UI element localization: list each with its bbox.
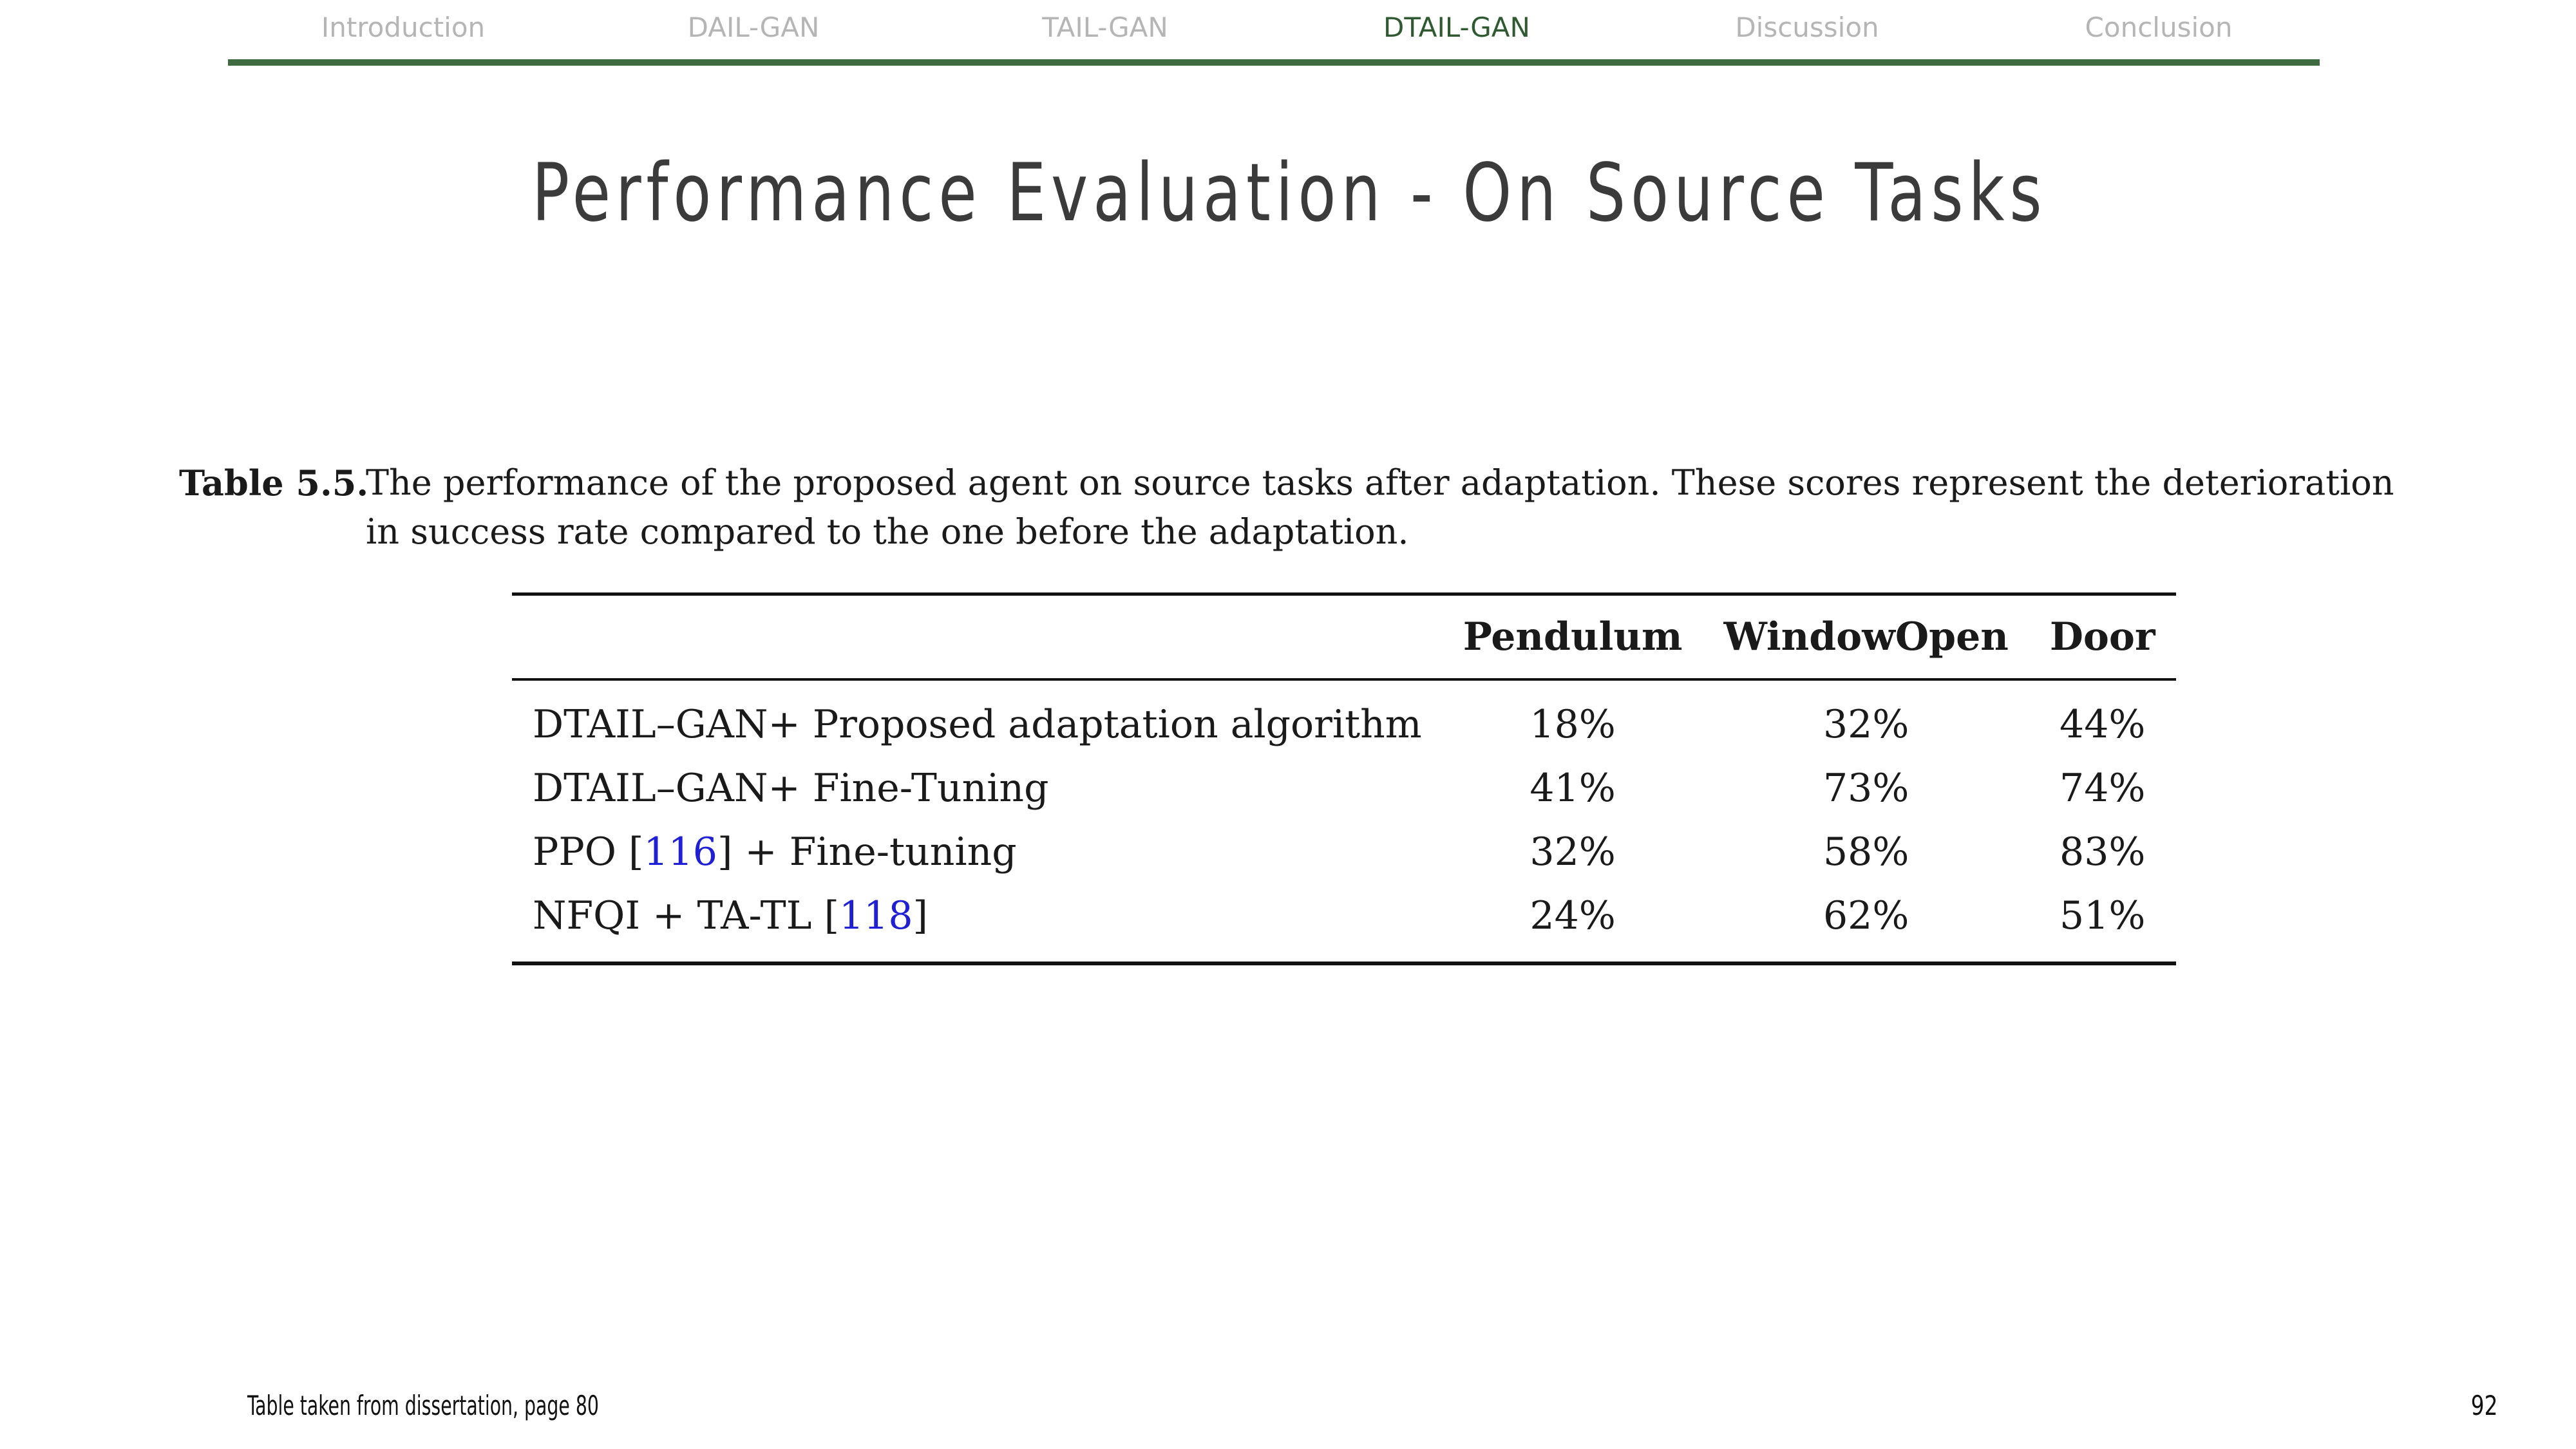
citation-link[interactable]: 118 xyxy=(839,893,913,938)
row-label-suffix: ] xyxy=(913,893,928,938)
cell-windowopen: 32% xyxy=(1823,701,1909,747)
header-windowopen: WindowOpen xyxy=(1723,614,2009,659)
cell-pendulum: 41% xyxy=(1530,765,1616,811)
table-row: DTAIL–GAN+ Proposed adaptation algorithm… xyxy=(512,679,2176,756)
cell-pendulum: 18% xyxy=(1530,701,1616,747)
nav-item-introduction[interactable]: Introduction xyxy=(321,12,486,43)
cell-pendulum: 24% xyxy=(1530,893,1616,938)
table-row: PPO [116] + Fine-tuning 32% 58% 83% xyxy=(512,820,2176,884)
row-label: NFQI + TA-TL [118] xyxy=(512,884,1443,963)
caption-text: The performance of the proposed agent on… xyxy=(366,462,2394,552)
cell-windowopen: 58% xyxy=(1823,829,1909,875)
header-pendulum: Pendulum xyxy=(1463,614,1683,659)
table-header-row: Pendulum WindowOpen Door xyxy=(512,594,2176,680)
row-label: PPO [116] + Fine-tuning xyxy=(512,820,1443,884)
cell-windowopen: 73% xyxy=(1823,765,1909,811)
nav-item-dtail-gan[interactable]: DTAIL-GAN xyxy=(1383,12,1530,43)
citation-link[interactable]: 116 xyxy=(643,829,717,875)
row-label-text: DTAIL–GAN+ Proposed adaptation algorithm xyxy=(533,701,1422,747)
header-door: Door xyxy=(2049,614,2155,659)
cell-door: 51% xyxy=(2060,893,2146,938)
table-row: NFQI + TA-TL [118] 24% 62% 51% xyxy=(512,884,2176,963)
cell-pendulum: 32% xyxy=(1530,829,1616,875)
results-table: Pendulum WindowOpen Door DTAIL–GAN+ Prop… xyxy=(512,592,2176,965)
page-number: 92 xyxy=(2470,1390,2497,1421)
row-label-prefix: PPO [ xyxy=(533,829,644,875)
slide-title: Performance Evaluation - On Source Tasks xyxy=(531,147,2047,240)
row-label: DTAIL–GAN+ Proposed adaptation algorithm xyxy=(512,679,1443,756)
row-label-text: DTAIL–GAN+ Fine-Tuning xyxy=(533,765,1049,811)
section-navigation: Introduction DAIL-GAN TAIL-GAN DTAIL-GAN… xyxy=(228,0,2320,66)
nav-item-conclusion[interactable]: Conclusion xyxy=(2085,12,2233,43)
row-label-prefix: NFQI + TA-TL [ xyxy=(533,893,839,938)
nav-item-discussion[interactable]: Discussion xyxy=(1735,12,1879,43)
cell-door: 44% xyxy=(2060,701,2146,747)
nav-item-tail-gan[interactable]: TAIL-GAN xyxy=(1042,12,1168,43)
row-label: DTAIL–GAN+ Fine-Tuning xyxy=(512,756,1443,820)
table-row: DTAIL–GAN+ Fine-Tuning 41% 73% 74% xyxy=(512,756,2176,820)
row-label-suffix: ] + Fine-tuning xyxy=(717,829,1017,875)
header-empty xyxy=(512,594,1443,680)
nav-item-dail-gan[interactable]: DAIL-GAN xyxy=(687,12,820,43)
cell-door: 74% xyxy=(2060,765,2146,811)
cell-door: 83% xyxy=(2060,829,2146,875)
source-note: Table taken from dissertation, page 80 xyxy=(247,1390,599,1421)
cell-windowopen: 62% xyxy=(1823,893,1909,938)
caption-label: Table 5.5. xyxy=(179,462,369,504)
table-caption: Table 5.5. The performance of the propos… xyxy=(179,459,2414,556)
